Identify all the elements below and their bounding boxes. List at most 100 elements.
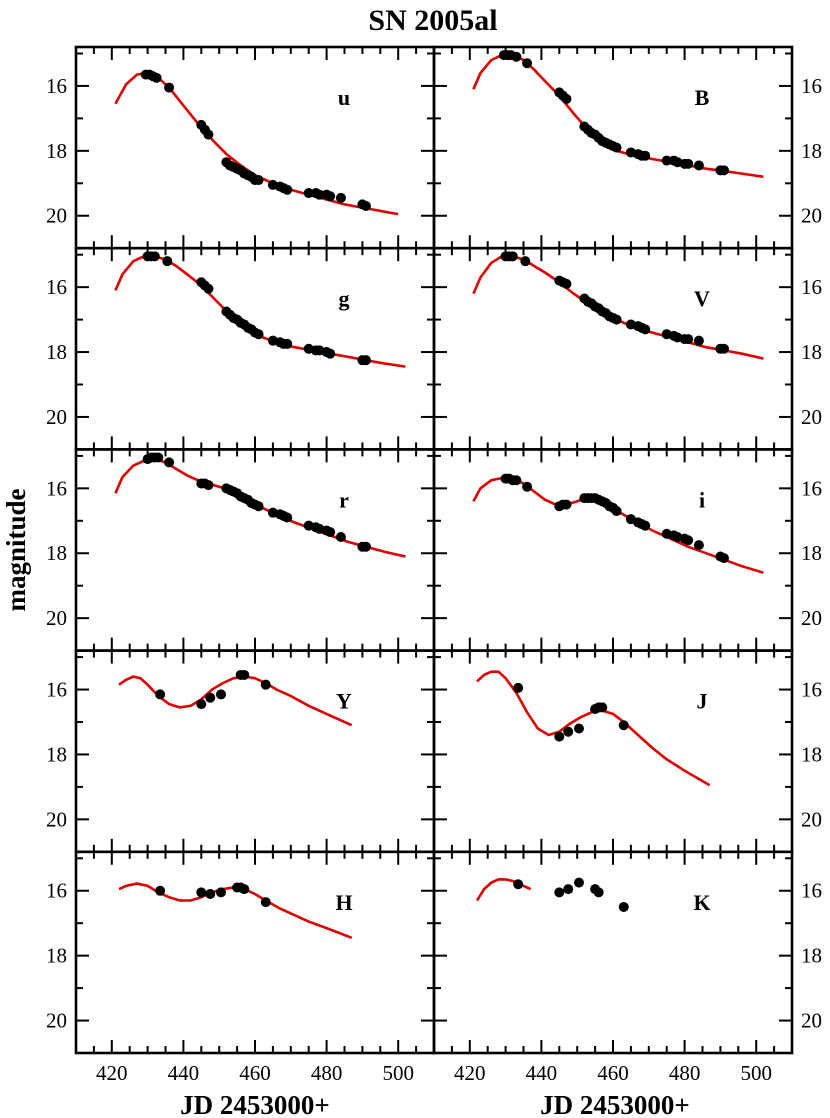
data-point bbox=[196, 699, 207, 710]
data-point bbox=[203, 480, 214, 491]
data-point bbox=[511, 475, 522, 486]
model-curve-g bbox=[114, 255, 406, 368]
data-point bbox=[718, 553, 729, 564]
data-point bbox=[360, 355, 371, 366]
y-tick-label: 20 bbox=[46, 606, 67, 630]
data-point bbox=[149, 251, 160, 262]
y-tick-label: 16 bbox=[46, 275, 67, 299]
data-point bbox=[314, 189, 325, 200]
data-point bbox=[155, 689, 166, 700]
y-tick-label: 18 bbox=[801, 944, 822, 968]
y-tick-label: 20 bbox=[46, 1009, 67, 1033]
y-tick-label: 18 bbox=[46, 944, 67, 968]
data-point bbox=[683, 334, 694, 345]
data-point bbox=[561, 278, 572, 289]
data-point bbox=[282, 338, 293, 349]
panel-H: 16 18 20 420 440 460 480 500 H bbox=[46, 850, 436, 1085]
model-curve-u bbox=[114, 71, 399, 216]
x-tick-label: 500 bbox=[382, 1061, 414, 1085]
data-point bbox=[153, 452, 164, 463]
data-point bbox=[563, 884, 574, 895]
x-axis-label-left: JD 2453000+ bbox=[180, 1090, 330, 1118]
data-point bbox=[611, 506, 622, 517]
model-curve-J bbox=[476, 670, 711, 787]
x-tick-label: 420 bbox=[454, 1061, 486, 1085]
data-point bbox=[522, 481, 533, 492]
y-tick-label: 16 bbox=[46, 879, 67, 903]
model-curve-V bbox=[472, 255, 764, 360]
data-point bbox=[618, 720, 629, 731]
data-point bbox=[325, 191, 336, 202]
data-point bbox=[205, 692, 216, 703]
band-label-Y: Y bbox=[336, 689, 352, 714]
data-point bbox=[360, 201, 371, 212]
data-point bbox=[253, 501, 264, 512]
data-point bbox=[593, 887, 604, 898]
panel-frame bbox=[74, 850, 436, 1055]
data-point bbox=[513, 682, 524, 693]
y-tick-label: 20 bbox=[801, 606, 822, 630]
panel-Y: 16 18 20 Y bbox=[46, 649, 436, 854]
x-tick-label: 460 bbox=[597, 1061, 629, 1085]
x-tick-label: 480 bbox=[311, 1061, 343, 1085]
band-label-r: r bbox=[339, 487, 349, 512]
data-point bbox=[205, 888, 216, 899]
band-label-H: H bbox=[335, 890, 352, 915]
data-point bbox=[618, 901, 629, 912]
x-tick-label: 480 bbox=[669, 1061, 701, 1085]
y-axis-label: magnitude bbox=[1, 488, 31, 611]
y-tick-label: 18 bbox=[46, 742, 67, 766]
y-tick-label: 18 bbox=[46, 340, 67, 364]
y-tick-label: 16 bbox=[801, 879, 822, 903]
data-point bbox=[611, 142, 622, 153]
band-label-u: u bbox=[338, 85, 350, 110]
y-tick-label: 16 bbox=[801, 275, 822, 299]
y-tick-label: 20 bbox=[801, 405, 822, 429]
data-point bbox=[155, 885, 166, 896]
data-point bbox=[561, 93, 572, 104]
x-tick-label: 440 bbox=[526, 1061, 558, 1085]
data-point bbox=[573, 723, 584, 734]
panel-V: 16 18 20 V bbox=[432, 246, 822, 451]
model-curve-Y bbox=[118, 675, 353, 727]
data-point bbox=[215, 689, 226, 700]
data-point bbox=[203, 129, 214, 140]
data-point bbox=[611, 314, 622, 325]
data-point bbox=[335, 192, 346, 203]
data-point bbox=[335, 532, 346, 543]
data-point bbox=[573, 877, 584, 888]
y-tick-label: 16 bbox=[801, 74, 822, 98]
data-point bbox=[513, 879, 524, 890]
data-point bbox=[693, 160, 704, 171]
band-label-K: K bbox=[693, 890, 710, 915]
panel-r: 16 18 20 r bbox=[46, 448, 436, 652]
y-tick-label: 20 bbox=[46, 807, 67, 831]
panel-frame bbox=[74, 649, 436, 854]
panel-frame bbox=[432, 448, 794, 652]
panel-frame bbox=[432, 649, 794, 854]
data-point bbox=[253, 329, 264, 340]
data-point bbox=[507, 251, 518, 262]
band-label-i: i bbox=[699, 487, 705, 512]
y-tick-label: 20 bbox=[46, 405, 67, 429]
data-point bbox=[693, 540, 704, 551]
x-axis-label-right: JD 2453000+ bbox=[540, 1090, 690, 1118]
x-tick-label: 420 bbox=[96, 1061, 128, 1085]
panel-K: 16 18 20 420 440 460 480 500 K bbox=[432, 850, 822, 1085]
band-label-B: B bbox=[695, 85, 710, 110]
x-tick-label: 460 bbox=[239, 1061, 271, 1085]
data-point bbox=[164, 82, 175, 93]
band-label-V: V bbox=[694, 286, 710, 311]
chart-title: SN 2005al bbox=[368, 4, 497, 37]
data-point bbox=[597, 702, 608, 713]
data-point bbox=[554, 887, 565, 898]
y-tick-label: 20 bbox=[46, 204, 67, 228]
model-curve-B bbox=[472, 53, 764, 179]
y-tick-label: 20 bbox=[801, 807, 822, 831]
data-point bbox=[325, 348, 336, 359]
data-point bbox=[325, 527, 336, 538]
panel-frame bbox=[74, 45, 436, 250]
data-point bbox=[303, 188, 314, 199]
data-point bbox=[640, 520, 651, 531]
